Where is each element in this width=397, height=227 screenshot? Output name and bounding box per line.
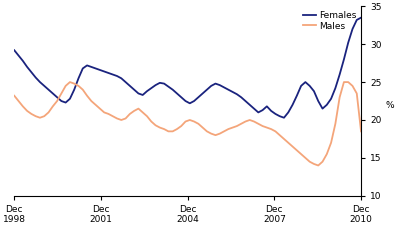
Males	[67, 81, 72, 84]
Legend: Females, Males: Females, Males	[303, 11, 357, 31]
Line: Females: Females	[14, 18, 361, 118]
Males	[295, 149, 299, 152]
Males	[98, 107, 102, 110]
Females	[93, 67, 98, 70]
Females	[295, 94, 299, 97]
Males	[110, 115, 115, 118]
Males	[286, 141, 291, 144]
Females	[175, 92, 179, 95]
Males	[358, 130, 363, 133]
Females	[110, 73, 115, 76]
Females	[281, 116, 286, 119]
Males	[12, 94, 17, 97]
Females	[358, 16, 363, 19]
Females	[106, 72, 111, 74]
Males	[316, 164, 321, 167]
Females	[12, 49, 17, 52]
Females	[286, 111, 291, 114]
Y-axis label: %: %	[385, 101, 394, 110]
Males	[179, 125, 184, 127]
Line: Males: Males	[14, 82, 361, 165]
Males	[115, 117, 119, 120]
